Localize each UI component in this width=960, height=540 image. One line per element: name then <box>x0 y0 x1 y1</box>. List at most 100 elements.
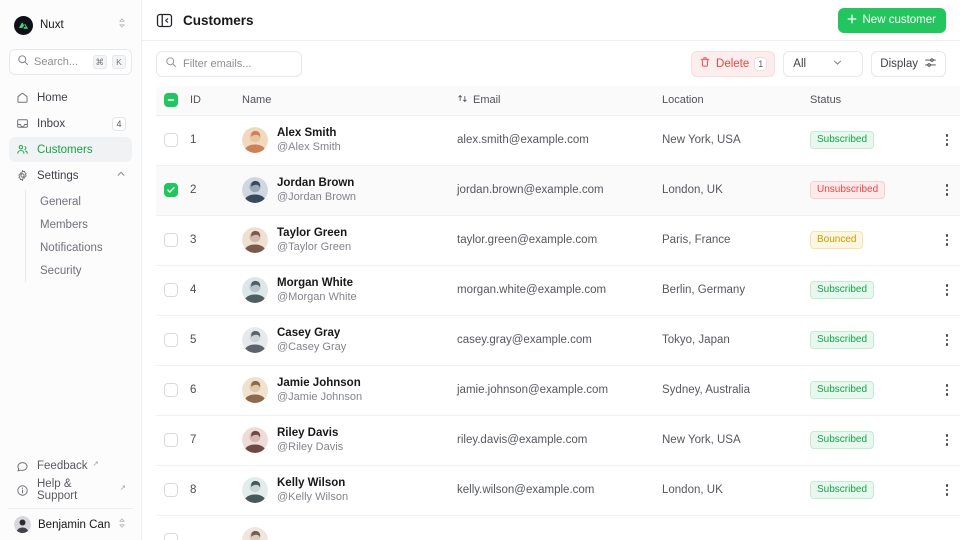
row-checkbox[interactable] <box>164 433 178 447</box>
filter-emails-input[interactable]: Filter emails... <box>156 50 302 77</box>
row-checkbox[interactable] <box>164 383 178 397</box>
new-customer-button[interactable]: New customer <box>837 7 946 33</box>
sidebar-item-feedback[interactable]: Feedback ↗ <box>9 454 132 478</box>
users-icon <box>15 143 29 157</box>
cell-name: Alex Smith @Alex Smith <box>242 115 457 165</box>
ellipsis-vertical-icon[interactable] <box>945 384 949 396</box>
table-row[interactable]: 2 Jordan Brown @Jordan Brown jordan.brown@e… <box>156 165 960 215</box>
cell-status: Bounced <box>810 215 930 265</box>
display-button[interactable]: Display <box>871 50 946 77</box>
page-header: Customers New customer <box>142 0 960 41</box>
cell-email: kelly.wilson@example.com <box>457 484 595 496</box>
th-email[interactable]: Email <box>457 86 662 116</box>
ellipsis-vertical-icon[interactable] <box>945 334 949 346</box>
sidebar-subitem-security[interactable]: Security <box>40 264 82 277</box>
status-filter-select[interactable]: All <box>783 50 864 77</box>
ellipsis-vertical-icon[interactable] <box>945 284 949 296</box>
cell-actions <box>930 315 960 365</box>
sidebar-item-customers[interactable]: Customers <box>9 137 132 162</box>
cell-actions <box>930 365 960 415</box>
sidebar-nav: Home Inbox 4 Customers Settings <box>0 85 141 282</box>
table-row[interactable]: 8 Kelly Wilson @Kelly Wilson kelly.wilson@e… <box>156 465 960 515</box>
cell-id: 1 <box>190 134 197 146</box>
sidebar-subitem-notifications[interactable]: Notifications <box>40 241 103 254</box>
gear-icon <box>15 169 29 183</box>
sidebar-subitem-general[interactable]: General <box>40 195 81 208</box>
sidebar-item-inbox[interactable]: Inbox 4 <box>9 111 132 136</box>
avatar <box>242 477 268 503</box>
row-checkbox[interactable] <box>164 533 178 540</box>
cell-status: Subscribed <box>810 115 930 165</box>
cell-location: New York, USA <box>662 134 741 146</box>
sidebar-subitem-members[interactable]: Members <box>40 218 88 231</box>
row-checkbox[interactable] <box>164 483 178 497</box>
kbd-key: K <box>112 55 126 69</box>
th-name[interactable]: Name <box>242 86 457 116</box>
user-switcher[interactable]: Benjamin Canac <box>8 508 133 540</box>
delete-button[interactable]: Delete 1 <box>691 50 776 77</box>
cell-id: 3 <box>190 234 197 246</box>
row-checkbox[interactable] <box>164 283 178 297</box>
row-checkbox[interactable] <box>164 183 178 197</box>
customer-name: Casey Gray <box>277 327 341 339</box>
row-checkbox[interactable] <box>164 333 178 347</box>
customer-name: Jamie Johnson <box>277 377 361 389</box>
cell-status: Subscribed <box>810 265 930 315</box>
panel-collapse-icon[interactable] <box>156 12 173 29</box>
cell-name: Taylor Green @Taylor Green <box>242 215 457 265</box>
ellipsis-vertical-icon[interactable] <box>945 484 949 496</box>
table-row[interactable]: 6 Jamie Johnson @Jamie Johnson jamie.johnso… <box>156 365 960 415</box>
display-label: Display <box>880 57 918 70</box>
filter-placeholder: Filter emails... <box>183 57 252 70</box>
avatar <box>242 277 268 303</box>
customer-handle: @Alex Smith <box>277 141 341 153</box>
table-row[interactable]: 1 Alex Smith @Alex Smith alex.smith@example… <box>156 115 960 165</box>
sidebar-item-home[interactable]: Home <box>9 85 132 110</box>
avatar <box>242 127 268 153</box>
cell-select <box>156 265 190 315</box>
sidebar-item-label: Home <box>37 91 68 104</box>
external-link-icon: ↗ <box>92 459 99 468</box>
cell-email: jordan.brown@example.com <box>457 184 604 196</box>
th-status[interactable]: Status <box>810 86 930 116</box>
table-row[interactable]: 5 Casey Gray @Casey Gray casey.gray@example… <box>156 315 960 365</box>
table-row[interactable]: 7 Riley Davis @Riley Davis riley.davis@exam… <box>156 415 960 465</box>
chevron-up-icon[interactable] <box>116 169 126 182</box>
status-badge: Subscribed <box>810 431 875 449</box>
ellipsis-vertical-icon[interactable] <box>945 434 949 446</box>
cell-name: Jamie Johnson @Jamie Johnson <box>242 365 457 415</box>
table-row[interactable]: 3 Taylor Green @Taylor Green taylor.green@e… <box>156 215 960 265</box>
team-switcher[interactable]: Nuxt <box>8 6 133 44</box>
table-row[interactable] <box>156 515 960 540</box>
cell-actions <box>930 465 960 515</box>
row-checkbox[interactable] <box>164 233 178 247</box>
search-icon <box>17 53 29 71</box>
table-row[interactable]: 4 Morgan White @Morgan White morgan.white@e… <box>156 265 960 315</box>
sidebar-item-settings[interactable]: Settings <box>9 163 132 188</box>
cell-select <box>156 315 190 365</box>
ellipsis-vertical-icon[interactable] <box>945 184 949 196</box>
sidebar-item-help-support[interactable]: Help & Support ↗ <box>9 478 132 502</box>
cell-status: Subscribed <box>810 465 930 515</box>
ellipsis-vertical-icon[interactable] <box>945 234 949 246</box>
cell-status: Subscribed <box>810 365 930 415</box>
customers-table-container: ID Name Email Location Status <box>142 86 960 540</box>
select-all-checkbox[interactable] <box>164 93 178 108</box>
sidebar-item-label: Settings <box>37 169 79 182</box>
th-select-all <box>156 86 190 116</box>
search-placeholder: Search... <box>34 56 79 68</box>
status-badge: Subscribed <box>810 331 875 349</box>
cell-id: 2 <box>190 184 197 196</box>
cell-select <box>156 465 190 515</box>
search-input[interactable]: Search... ⌘ K <box>9 49 132 75</box>
ellipsis-vertical-icon[interactable] <box>945 134 949 146</box>
row-checkbox[interactable] <box>164 133 178 147</box>
th-location[interactable]: Location <box>662 86 810 116</box>
customer-handle: @Jamie Johnson <box>277 391 363 403</box>
th-id[interactable]: ID <box>190 86 242 116</box>
sidebar-item-label: Feedback <box>37 460 88 472</box>
cell-status: Subscribed <box>810 315 930 365</box>
cell-select <box>156 165 190 215</box>
th-email-label: Email <box>473 94 501 107</box>
